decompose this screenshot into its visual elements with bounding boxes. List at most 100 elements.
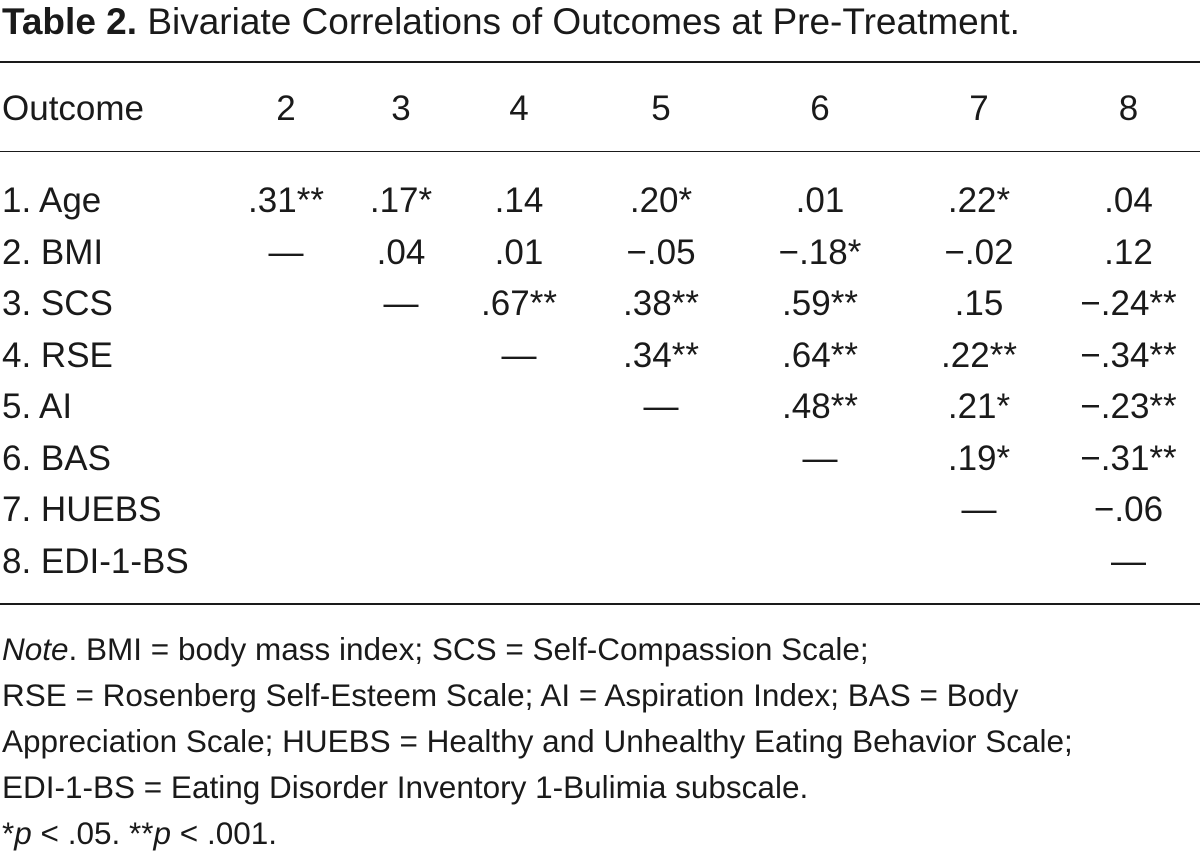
header-cell-6: 6 [810, 89, 830, 128]
table-row: 6. BAS — .19* −.31** [0, 433, 1200, 485]
header-cell-3: 3 [391, 89, 411, 128]
correlation-cell: .01 [795, 181, 845, 220]
table-row: 7. HUEBS — −.06 [0, 484, 1200, 536]
row-label: 5. AI [2, 387, 73, 426]
header-cell-4: 4 [509, 89, 529, 128]
table-title-label: Table 2. [2, 1, 138, 42]
correlation-cell [347, 330, 455, 382]
correlation-cell: .17* [369, 181, 433, 220]
correlation-cell: .48** [782, 387, 858, 426]
correlation-cell: .22** [941, 335, 1017, 375]
header-cell-2: 2 [276, 89, 296, 128]
correlation-cell: .64** [782, 335, 858, 375]
correlation-cell [225, 330, 347, 382]
correlation-cell: .01 [494, 232, 544, 272]
table-row: 2. BMI — .04 .01 −.05 −.18* −.02 .12 [0, 227, 1200, 279]
row-label: 2. BMI [2, 232, 104, 272]
table-row: 1. Age .31** .17* .14 .20* .01 .22* .04 [0, 175, 1200, 227]
row-label: 8. EDI-1-BS [2, 541, 189, 581]
correlation-cell: .15 [954, 284, 1004, 323]
sig-rest-2: < .001. [171, 815, 278, 851]
correlation-cell [739, 536, 901, 588]
bottom-rule [0, 603, 1200, 605]
table-header-row: Outcome 2 3 4 5 6 7 8 [0, 83, 1200, 135]
table-row: 8. EDI-1-BS — [0, 536, 1200, 588]
correlation-cell [739, 484, 901, 536]
correlation-cell [583, 536, 739, 588]
correlation-cell [583, 484, 739, 536]
correlation-cell [455, 484, 583, 536]
correlation-cell: .14 [494, 181, 544, 220]
correlation-cell: −.23** [1080, 387, 1177, 426]
header-cell-5: 5 [651, 89, 671, 128]
correlation-cell: — [501, 335, 537, 375]
row-label: 1. Age [2, 181, 102, 220]
correlation-cell: −.31** [1080, 438, 1177, 478]
note-line-4: EDI-1-BS = Eating Disorder Inventory 1-B… [2, 769, 809, 805]
correlation-cell [455, 381, 583, 433]
spacer-row [0, 135, 1200, 175]
note-line-1: Note. BMI = body mass index; SCS = Self-… [2, 626, 1198, 672]
correlation-cell [347, 484, 455, 536]
correlation-cell: — [961, 490, 997, 529]
correlation-cell: −.05 [626, 232, 696, 272]
correlation-cell: .20* [629, 181, 693, 220]
correlation-cell: — [802, 438, 838, 478]
header-cell-outcome: Outcome [2, 89, 144, 128]
correlation-cell [225, 381, 347, 433]
note-line-2: RSE = Rosenberg Self-Esteem Scale; AI = … [2, 677, 1019, 713]
note-line-3: Appreciation Scale; HUEBS = Healthy and … [2, 723, 1073, 759]
correlation-cell: — [643, 387, 679, 426]
correlation-cell: .38** [623, 284, 699, 323]
correlation-cell [455, 536, 583, 588]
correlation-cell: .22* [947, 181, 1011, 220]
note-label: Note [2, 631, 69, 667]
correlation-cell: .21* [947, 387, 1011, 426]
correlation-cell [225, 536, 347, 588]
correlation-cell: .12 [1104, 232, 1153, 272]
table-row: 5. AI — .48** .21* −.23** [0, 381, 1200, 433]
correlation-table: Outcome 2 3 4 5 6 7 8 1. Age .31** .17* .14… [0, 83, 1200, 587]
correlation-cell: — [1111, 541, 1146, 581]
correlation-cell: .59** [782, 284, 858, 323]
note-line-1-text: . BMI = body mass index; SCS = Self-Comp… [68, 631, 869, 667]
sig-star: * [2, 815, 15, 851]
correlation-cell: −.34** [1080, 335, 1177, 375]
correlation-cell [347, 536, 455, 588]
correlation-cell: .04 [1104, 181, 1153, 220]
row-label: 4. RSE [2, 335, 113, 375]
table-title-text: Bivariate Correlations of Outcomes at Pr… [147, 1, 1020, 42]
correlation-cell: .19* [947, 438, 1011, 478]
table-title: Table 2. Bivariate Correlations of Outco… [2, 0, 1020, 44]
header-cell-7: 7 [969, 89, 989, 128]
header-rule [0, 151, 1200, 152]
correlation-cell [225, 433, 347, 485]
correlation-cell: −.06 [1093, 490, 1164, 529]
correlation-cell [583, 433, 739, 485]
correlation-cell: .67** [481, 284, 557, 323]
header-cell-8: 8 [1118, 89, 1139, 128]
correlation-cell: — [268, 232, 304, 272]
correlation-cell [225, 484, 347, 536]
row-label: 6. BAS [2, 438, 111, 478]
sig-p-2: p [153, 815, 172, 851]
sig-rest-1: < .05. ** [31, 815, 154, 851]
correlation-cell: .34** [623, 335, 699, 375]
correlation-cell: — [383, 284, 419, 323]
sig-p-1: p [14, 815, 32, 851]
correlation-cell: −.24** [1080, 284, 1177, 323]
significance-note: *p < .05. **p < .001. [2, 810, 1198, 856]
correlation-cell: −.18* [778, 232, 862, 272]
table-note: Note. BMI = body mass index; SCS = Self-… [2, 626, 1198, 856]
table-row: 4. RSE — .34** .64** .22** −.34** [0, 330, 1200, 382]
top-rule [0, 61, 1200, 63]
table-row: 3. SCS — .67** .38** .59** .15 −.24** [0, 278, 1200, 330]
correlation-cell [455, 433, 583, 485]
row-label: 3. SCS [2, 284, 113, 323]
correlation-cell [225, 278, 347, 330]
correlation-cell: −.02 [944, 232, 1014, 272]
correlation-cell: .31** [248, 181, 324, 220]
correlation-cell [901, 536, 1057, 588]
correlation-cell: .04 [376, 232, 426, 272]
